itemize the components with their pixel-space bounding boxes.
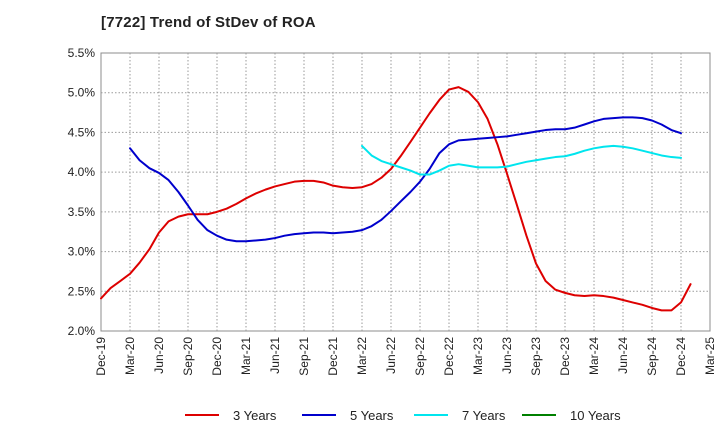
legend-label-7-years: 7 Years xyxy=(462,407,506,423)
legend-item-10-years: 10 Years xyxy=(522,403,621,427)
x-tick-label: Dec-20 xyxy=(210,337,224,376)
y-tick-label: 4.0% xyxy=(68,165,96,179)
series-line-7-years xyxy=(361,144,682,176)
plot-area xyxy=(100,52,711,332)
grid-lines xyxy=(101,53,710,331)
x-tick-label: Sep-22 xyxy=(413,337,427,376)
x-tick-label: Mar-22 xyxy=(355,337,369,375)
legend-swatch-7-years xyxy=(414,414,448,416)
legend-label-3-years: 3 Years xyxy=(233,407,277,423)
x-tick-label: Mar-21 xyxy=(239,337,253,375)
x-tick-label: Sep-24 xyxy=(645,337,659,376)
x-tick-label: Jun-22 xyxy=(384,337,398,374)
y-tick-label: 2.0% xyxy=(68,324,96,338)
legend-item-7-years: 7 Years xyxy=(414,403,505,427)
x-tick-label: Mar-25 xyxy=(703,337,717,375)
x-tick-label: Sep-23 xyxy=(529,337,543,376)
x-tick-label: Dec-22 xyxy=(442,337,456,376)
legend-label-10-years: 10 Years xyxy=(570,407,621,423)
y-tick-label: 3.0% xyxy=(68,245,96,259)
x-tick-label: Sep-21 xyxy=(297,337,311,376)
x-tick-label: Sep-20 xyxy=(181,337,195,376)
x-tick-label: Dec-19 xyxy=(94,337,108,376)
x-tick-label: Mar-23 xyxy=(471,337,485,375)
x-axis: Dec-19 Mar-20 Jun-20 Sep-20 Dec-20 Mar-21 Jun-… xyxy=(94,337,717,376)
y-tick-label: 5.0% xyxy=(68,86,96,100)
chart-title: [7722] Trend of StDev of ROA xyxy=(101,14,316,31)
series-lines xyxy=(100,86,692,312)
legend-label-5-years: 5 Years xyxy=(350,407,394,423)
legend: 3 Years 5 Years 7 Years 10 Years xyxy=(0,403,720,427)
legend-swatch-5-years xyxy=(302,414,336,416)
y-tick-label: 2.5% xyxy=(68,284,96,298)
x-tick-label: Jun-23 xyxy=(500,337,514,374)
series-line-3-years xyxy=(100,86,692,312)
y-tick-label: 4.5% xyxy=(68,125,96,139)
legend-swatch-3-years xyxy=(185,414,219,416)
series-line-5-years xyxy=(129,116,682,243)
x-tick-label: Dec-23 xyxy=(558,337,572,376)
x-tick-label: Jun-24 xyxy=(616,337,630,374)
x-tick-label: Mar-24 xyxy=(587,337,601,375)
y-tick-label: 5.5% xyxy=(68,46,96,60)
x-tick-label: Dec-24 xyxy=(674,337,688,376)
y-axis: 2.0% 2.5% 3.0% 3.5% 4.0% 4.5% 5.0% 5.5% xyxy=(68,46,96,338)
legend-item-3-years: 3 Years xyxy=(185,403,276,427)
x-tick-label: Mar-20 xyxy=(123,337,137,375)
x-tick-label: Jun-21 xyxy=(268,337,282,374)
legend-swatch-10-years xyxy=(522,414,556,416)
x-tick-label: Jun-20 xyxy=(152,337,166,374)
legend-item-5-years: 5 Years xyxy=(302,403,393,427)
x-tick-label: Dec-21 xyxy=(326,337,340,376)
y-tick-label: 3.5% xyxy=(68,205,96,219)
